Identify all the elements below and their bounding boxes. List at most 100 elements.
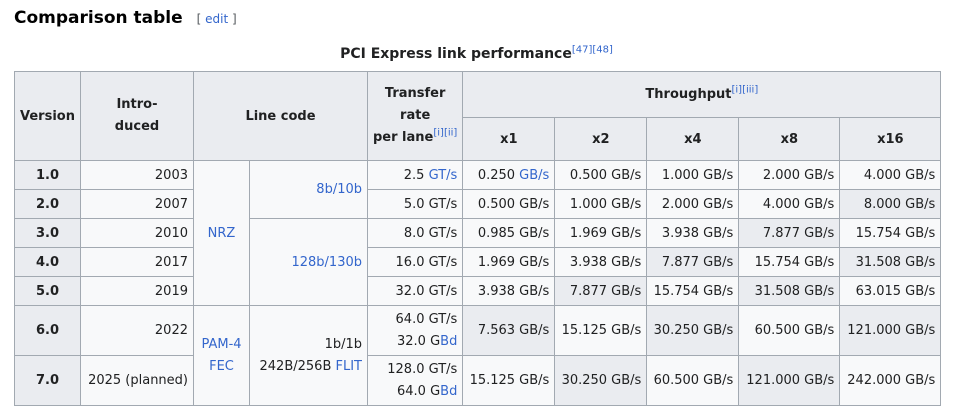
- header-throughput: Throughput[i][iii]: [462, 71, 942, 118]
- throughput-x1-cell: 7.563 GB/s: [462, 305, 556, 356]
- table-row: 7.0 2025 (planned) 128.0 GT/s 64.0 GBd 15…: [14, 355, 942, 406]
- throughput-x4-cell: 30.250 GB/s: [646, 305, 740, 356]
- code-8b10b-link[interactable]: 8b/10b: [316, 182, 362, 197]
- code-8b10b-cell: 8b/10b: [249, 160, 368, 219]
- ref-link-48[interactable]: [48]: [592, 44, 613, 56]
- rate-cell: 16.0 GT/s: [366, 247, 464, 277]
- fec-link[interactable]: FEC: [209, 358, 234, 374]
- code-128b130b-cell: 128b/130b: [249, 218, 368, 306]
- table-row: 4.0 2017 16.0 GT/s 1.969 GB/s 3.938 GB/s…: [14, 247, 942, 277]
- section-title: Comparison table: [14, 8, 183, 28]
- version-cell: 7.0: [14, 355, 81, 406]
- version-cell: 5.0: [14, 276, 81, 306]
- header-lane-x2: x2: [554, 117, 648, 161]
- throughput-x8-cell: 15.754 GB/s: [738, 247, 841, 277]
- throughput-x16-cell: 121.000 GB/s: [839, 305, 942, 356]
- ref-link-i[interactable]: [i]: [433, 127, 444, 139]
- table-row: 3.0 2010 128b/130b 8.0 GT/s 0.985 GB/s 1…: [14, 218, 942, 306]
- throughput-x4-cell: 15.754 GB/s: [646, 276, 740, 306]
- baud-link[interactable]: Bd: [440, 383, 458, 399]
- table-row: 2.0 2007 5.0 GT/s 0.500 GB/s 1.000 GB/s …: [14, 189, 942, 219]
- throughput-x2-cell: 30.250 GB/s: [554, 355, 648, 406]
- pcie-performance-table: Version Intro-duced Line code Transfer ra…: [14, 71, 942, 406]
- rate-cell: 8.0 GT/s: [366, 218, 464, 248]
- section-heading: Comparison table [ edit ]: [14, 8, 237, 36]
- throughput-x8-cell: 121.000 GB/s: [738, 355, 841, 406]
- throughput-x16-cell: 8.000 GB/s: [839, 189, 942, 219]
- rate-cell: 5.0 GT/s: [366, 189, 464, 219]
- ref-link-i-2[interactable]: [i]: [731, 84, 743, 96]
- throughput-x1-cell: 0.985 GB/s: [462, 218, 556, 248]
- ref-link-47[interactable]: [47]: [571, 44, 593, 56]
- throughput-x16-cell: 4.000 GB/s: [839, 160, 942, 190]
- throughput-x4-cell: 7.877 GB/s: [646, 247, 740, 277]
- edit-section: [ edit ]: [196, 12, 237, 26]
- throughput-x16-cell: 15.754 GB/s: [839, 218, 942, 248]
- rate-cell: 64.0 GT/s 32.0 GBd: [366, 305, 464, 356]
- throughput-x8-cell: 2.000 GB/s: [738, 160, 841, 190]
- version-cell: 6.0: [14, 305, 81, 356]
- introduced-cell: 2022: [80, 305, 194, 356]
- header-introduced: Intro-duced: [80, 71, 194, 161]
- table-row: 6.0 2022 PAM-4 FEC 1b/1b 242B/256B FLIT 64…: [14, 305, 942, 406]
- throughput-x16-cell: 31.508 GB/s: [839, 247, 942, 277]
- version-cell: 3.0: [14, 218, 81, 248]
- throughput-x1-cell: 3.938 GB/s: [462, 276, 556, 306]
- rate-cell: 32.0 GT/s: [366, 276, 464, 306]
- header-transfer-rate: Transfer rate per lane[i][ii]: [366, 71, 464, 161]
- throughput-x4-cell: 3.938 GB/s: [646, 218, 740, 248]
- table-row: 1.0 2003 NRZ 8b/10b 2.5 GT/s 0.250 GB/s …: [14, 160, 942, 306]
- throughput-x2-cell: 7.877 GB/s: [554, 276, 648, 306]
- gt-s-link[interactable]: GT/s: [428, 167, 458, 183]
- header-line-code: Line code: [193, 71, 368, 161]
- introduced-cell: 2010: [80, 218, 194, 248]
- throughput-x1-cell: 0.250 GB/s: [462, 160, 556, 190]
- code-flit-cell: 1b/1b 242B/256B FLIT: [249, 305, 368, 406]
- throughput-x2-cell: 1.969 GB/s: [554, 218, 648, 248]
- throughput-x1-cell: 1.969 GB/s: [462, 247, 556, 277]
- header-lane-x1: x1: [462, 117, 556, 161]
- throughput-x2-cell: 15.125 GB/s: [554, 305, 648, 356]
- introduced-cell: 2007: [80, 189, 194, 219]
- pam4-fec-cell: PAM-4 FEC: [193, 305, 250, 406]
- baud-link[interactable]: Bd: [440, 333, 458, 349]
- throughput-x16-cell: 242.000 GB/s: [839, 355, 942, 406]
- flit-link[interactable]: FLIT: [335, 358, 363, 374]
- header-lane-x16: x16: [839, 117, 942, 161]
- code-128b130b-link[interactable]: 128b/130b: [291, 254, 362, 270]
- table-caption: PCI Express link performance[47][48]: [340, 44, 613, 62]
- throughput-x8-cell: 7.877 GB/s: [738, 218, 841, 248]
- introduced-cell: 2019: [80, 276, 194, 306]
- throughput-x4-cell: 60.500 GB/s: [646, 355, 740, 406]
- ref-link-ii[interactable]: [ii]: [443, 127, 458, 139]
- ref-link-iii[interactable]: [iii]: [742, 84, 759, 96]
- rate-cell: 128.0 GT/s 64.0 GBd: [366, 355, 464, 406]
- table-row: 5.0 2019 32.0 GT/s 3.938 GB/s 7.877 GB/s…: [14, 276, 942, 306]
- nrz-link[interactable]: NRZ: [207, 225, 236, 241]
- pam4-link[interactable]: PAM-4: [201, 336, 242, 352]
- throughput-x4-cell: 2.000 GB/s: [646, 189, 740, 219]
- throughput-x2-cell: 0.500 GB/s: [554, 160, 648, 190]
- introduced-cell: 2017: [80, 247, 194, 277]
- version-cell: 1.0: [14, 160, 81, 190]
- gb-s-link[interactable]: GB/s: [519, 167, 550, 183]
- header-lane-x4: x4: [646, 117, 740, 161]
- nrz-cell: NRZ: [193, 160, 250, 306]
- throughput-x8-cell: 60.500 GB/s: [738, 305, 841, 356]
- introduced-cell: 2025 (planned): [80, 355, 194, 406]
- throughput-x8-cell: 31.508 GB/s: [738, 276, 841, 306]
- rate-cell: 2.5 GT/s: [366, 160, 464, 190]
- throughput-x1-cell: 0.500 GB/s: [462, 189, 556, 219]
- throughput-x8-cell: 4.000 GB/s: [738, 189, 841, 219]
- header-lane-x8: x8: [738, 117, 841, 161]
- edit-link[interactable]: edit: [205, 12, 229, 26]
- version-cell: 2.0: [14, 189, 81, 219]
- version-cell: 4.0: [14, 247, 81, 277]
- throughput-x16-cell: 63.015 GB/s: [839, 276, 942, 306]
- introduced-cell: 2003: [80, 160, 194, 190]
- throughput-x2-cell: 1.000 GB/s: [554, 189, 648, 219]
- throughput-x4-cell: 1.000 GB/s: [646, 160, 740, 190]
- throughput-x1-cell: 15.125 GB/s: [462, 355, 556, 406]
- header-version: Version: [14, 71, 81, 161]
- throughput-x2-cell: 3.938 GB/s: [554, 247, 648, 277]
